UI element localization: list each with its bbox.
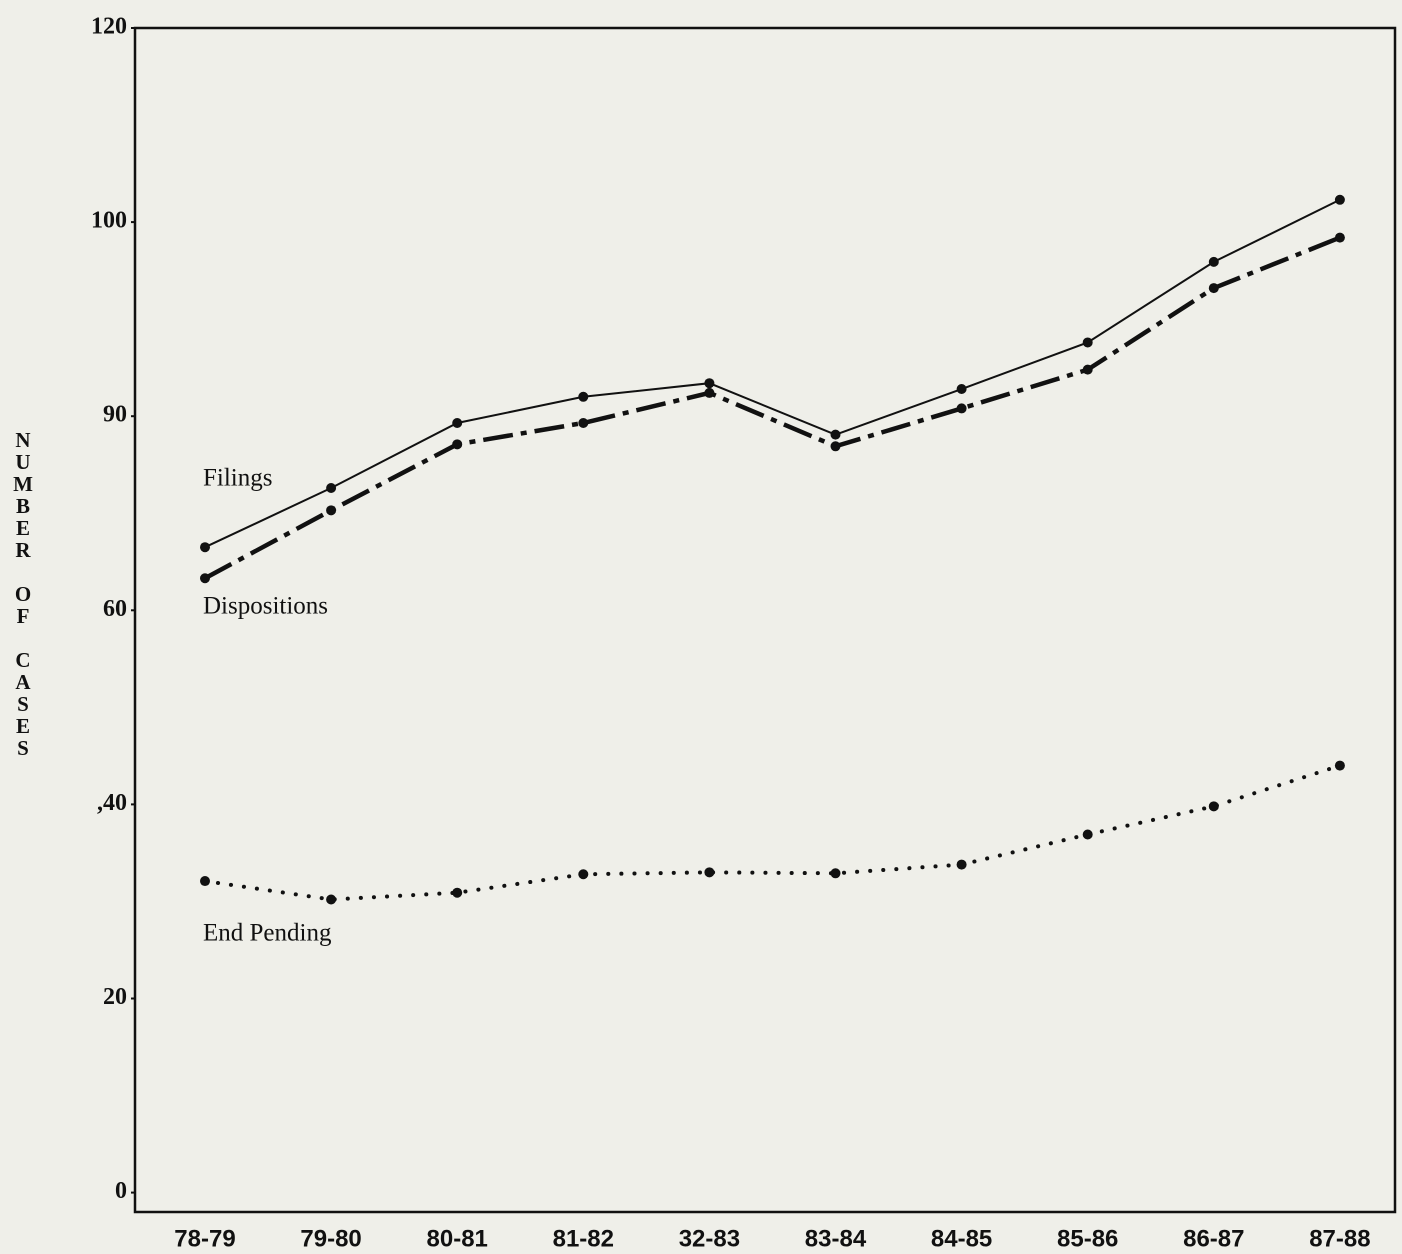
point bbox=[578, 417, 589, 428]
point bbox=[326, 894, 337, 905]
point bbox=[578, 391, 589, 402]
point bbox=[1082, 829, 1093, 840]
y-tick-label: 20 bbox=[103, 984, 127, 1010]
x-tick-label: 79-80 bbox=[300, 1225, 361, 1252]
x-tick-label: 85-86 bbox=[1057, 1225, 1118, 1252]
plot-frame bbox=[133, 26, 1397, 1214]
y-tick-label: 120 bbox=[91, 14, 127, 40]
x-tick-label: 84-85 bbox=[931, 1225, 992, 1252]
point bbox=[1208, 283, 1219, 294]
point bbox=[1334, 232, 1345, 243]
y-tick-label: 90 bbox=[103, 402, 127, 428]
series-label: Filings bbox=[203, 465, 272, 492]
series-line bbox=[204, 198, 1341, 549]
point bbox=[1082, 337, 1093, 348]
series-line bbox=[203, 235, 1341, 581]
point bbox=[704, 867, 715, 878]
series-label: End Pending bbox=[203, 920, 332, 947]
point bbox=[1082, 364, 1093, 375]
point bbox=[830, 441, 841, 452]
point bbox=[452, 439, 463, 450]
y-tick-label: 0 bbox=[115, 1178, 127, 1204]
point bbox=[200, 542, 210, 553]
x-tick-label: 81-82 bbox=[553, 1225, 614, 1252]
point bbox=[704, 378, 715, 389]
y-tick-label: ,40 bbox=[97, 790, 127, 816]
point bbox=[830, 429, 841, 440]
point bbox=[704, 387, 715, 398]
x-tick-label: 87-88 bbox=[1309, 1225, 1370, 1252]
point bbox=[830, 868, 841, 879]
x-tick-label: 83-84 bbox=[805, 1225, 867, 1252]
x-tick-label: 80-81 bbox=[427, 1225, 488, 1252]
y-tick-label: 60 bbox=[103, 596, 127, 622]
point bbox=[200, 573, 210, 584]
point bbox=[956, 859, 967, 870]
series-label: Dispositions bbox=[203, 593, 328, 620]
point bbox=[200, 876, 210, 887]
point bbox=[956, 403, 967, 414]
point bbox=[1208, 801, 1219, 812]
point bbox=[452, 887, 463, 898]
y-axis-label: NUMBER OF CASES bbox=[11, 428, 35, 758]
point bbox=[956, 384, 967, 395]
point bbox=[578, 869, 589, 880]
point bbox=[1334, 760, 1345, 771]
point bbox=[1334, 194, 1345, 205]
y-tick-label: 100 bbox=[91, 208, 127, 234]
point bbox=[326, 505, 337, 516]
x-tick-label: 78-79 bbox=[174, 1225, 235, 1252]
point bbox=[452, 417, 463, 428]
x-tick-label: 86-87 bbox=[1183, 1225, 1244, 1252]
series-line bbox=[203, 763, 1342, 902]
point bbox=[326, 483, 337, 494]
x-tick-label: 32-83 bbox=[679, 1225, 740, 1252]
point bbox=[1208, 256, 1219, 267]
